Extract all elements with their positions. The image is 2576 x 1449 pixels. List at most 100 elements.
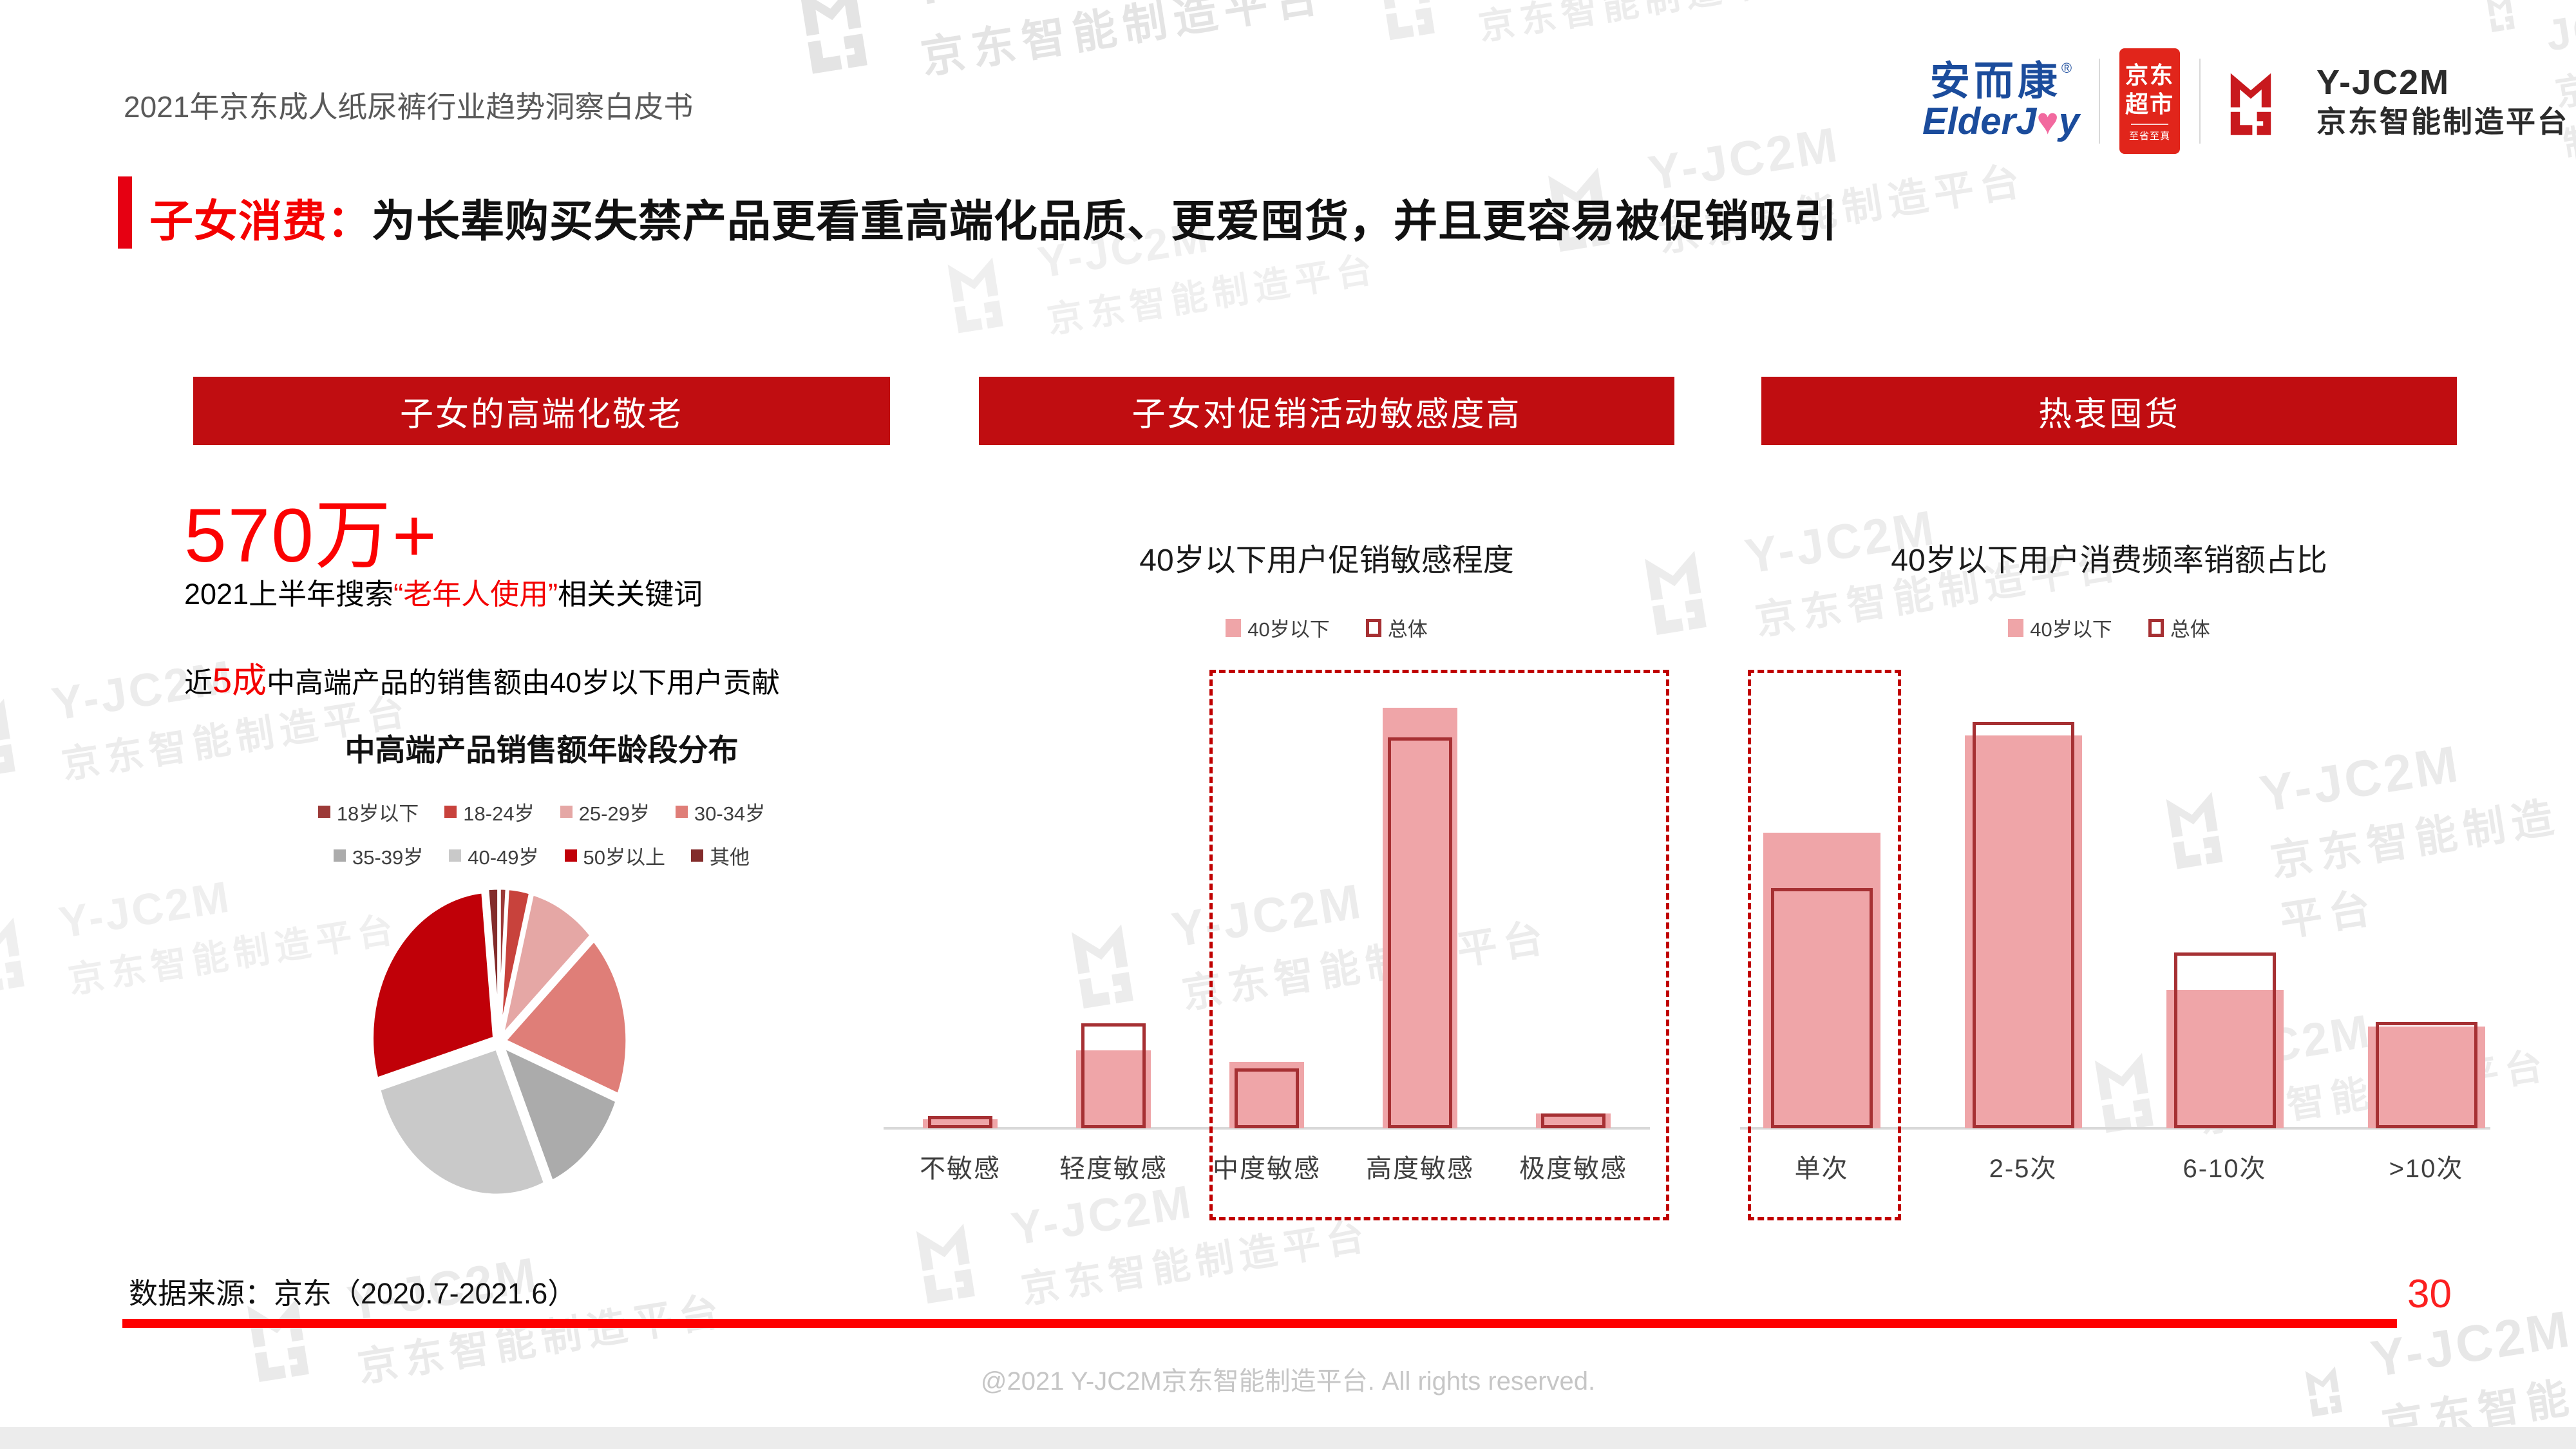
mid-bar-chart xyxy=(884,677,1650,1130)
data-source: 数据来源：京东（2020.7-2021.6） xyxy=(129,1277,577,1310)
share-highlight: 5成 xyxy=(213,661,267,700)
bar-fill-4 xyxy=(1536,1113,1611,1128)
right-chart-legend: 40岁以下 总体 xyxy=(1761,613,2457,642)
bar-group-4 xyxy=(1497,677,1650,1128)
pie-slice-3 xyxy=(502,937,629,1097)
jc2m-m-icon xyxy=(2166,791,2223,869)
pie-slice-1 xyxy=(498,886,533,1036)
jd-supermarket-logo: 京东 超市 至省至真 xyxy=(2119,48,2181,154)
x-label-3: 高度敏感 xyxy=(1366,1155,1474,1183)
pie-legend-item: 其他 xyxy=(691,841,750,870)
legend-item-under40: 40岁以下 xyxy=(1226,613,1330,642)
pie-slice-7 xyxy=(486,886,501,1036)
watermark-text: Y-JC2M京东智能制造平台 xyxy=(1475,0,1812,48)
bar-fill-1 xyxy=(1964,735,2082,1128)
bar-group-1 xyxy=(1922,703,2124,1128)
bar-group-2 xyxy=(2124,703,2325,1128)
logo-area: 安而康® ElderJ♥y 京东 超市 至省至真 Y-JC2M 京东智能制造平台 xyxy=(1922,46,2569,156)
jc2m-m-icon xyxy=(1548,167,1610,252)
bar-outline-3 xyxy=(2375,1022,2477,1128)
page-title-rest: 为长辈购买失禁产品更看重高端化品质、更爱囤货，并且更容易被促销吸引 xyxy=(372,197,1839,246)
right-chart-title: 40岁以下用户消费频率销额占比 xyxy=(1891,544,2327,578)
x-axis xyxy=(1740,1127,2490,1130)
legend-swatch-fill xyxy=(2008,618,2024,637)
elderjoy-logo: 安而康® ElderJ♥y xyxy=(1922,61,2079,142)
pie-chart xyxy=(370,886,629,1197)
pie-legend-item: 35-39岁 xyxy=(333,841,424,870)
x-label-1: 轻度敏感 xyxy=(1059,1155,1168,1183)
bar-group-3 xyxy=(1343,677,1497,1128)
jc2m-logo-text: Y-JC2M 京东智能制造平台 xyxy=(2316,63,2570,139)
banner-right: 热衷囤货 xyxy=(1761,377,2457,445)
legend-label: 总体 xyxy=(2170,618,2210,641)
legend-swatch xyxy=(333,849,346,862)
jc2m-watermark: Y-JC2M京东智能制造平台 xyxy=(782,0,1329,106)
share-description: 近5成中高端产品的销售额由40岁以下用户贡献 xyxy=(184,661,780,700)
pie-legend-row-2: 35-39岁 40-49岁 50岁以上 其他 xyxy=(193,841,890,870)
legend-swatch-fill xyxy=(1226,618,1242,637)
registered-mark: ® xyxy=(2061,60,2072,76)
bar-outline-0 xyxy=(1770,888,1873,1128)
legend-swatch xyxy=(560,806,573,818)
legend-swatch xyxy=(691,849,704,862)
pie-legend-item: 30-34岁 xyxy=(675,797,765,826)
jd-line2: 超市 xyxy=(2125,90,2175,117)
bar-fill-0 xyxy=(1763,833,1880,1128)
x-label-2: 中度敏感 xyxy=(1213,1155,1321,1183)
jc2m-m-icon xyxy=(2094,1052,2154,1133)
bar-fill-2 xyxy=(1229,1062,1304,1128)
pie-legend-item: 25-29岁 xyxy=(560,797,650,826)
legend-label: 40岁以下 xyxy=(1247,618,1330,641)
legend-label: 25-29岁 xyxy=(578,802,650,825)
jc2m-m-icon xyxy=(0,698,15,774)
watermark-text: Y-JC2M京东智能制造平台 xyxy=(905,0,1329,84)
jc2m-m-icon xyxy=(1645,551,1707,635)
legend-label: 40岁以下 xyxy=(2030,618,2112,641)
jc2m-m-icon xyxy=(916,1223,975,1304)
legend-label: 50岁以上 xyxy=(583,846,666,869)
jc2m-cn: 京东智能制造平台 xyxy=(2316,105,2570,139)
bar-outline-2 xyxy=(2174,952,2276,1128)
right-x-labels: 单次 2-5次 6-10次 >10次 xyxy=(1721,1148,2527,1185)
pie-slice-5 xyxy=(377,1046,547,1197)
legend-label: 40-49岁 xyxy=(468,846,539,869)
divider xyxy=(2199,59,2201,144)
pie-slice-4 xyxy=(500,1043,620,1184)
legend-swatch xyxy=(317,806,330,818)
stat-description: 2021上半年搜索“老年人使用”相关关键词 xyxy=(184,578,703,611)
pie-legend-item: 40-49岁 xyxy=(449,841,539,870)
page-title-highlight: 子女消费： xyxy=(149,197,372,246)
x-label-4: 极度敏感 xyxy=(1519,1155,1627,1183)
divider xyxy=(2131,123,2169,125)
bar-group-1 xyxy=(1037,677,1190,1128)
pie-legend-item: 18岁以下 xyxy=(317,797,419,826)
banner-middle: 子女对促销活动敏感度高 xyxy=(979,377,1674,445)
bar-group-3 xyxy=(2325,703,2527,1128)
jc2m-watermark: Y-JC2M京东智能制造平台 xyxy=(1365,0,1812,66)
bar-group-0 xyxy=(884,677,1037,1128)
copyright: @2021 Y-JC2M京东智能制造平台. All rights reserve… xyxy=(980,1367,1596,1396)
jd-tagline: 至省至真 xyxy=(2129,130,2171,142)
x-label-1: 2-5次 xyxy=(1989,1155,2058,1183)
legend-label: 35-39岁 xyxy=(352,846,424,869)
mid-chart-title: 40岁以下用户促销敏感程度 xyxy=(1139,544,1514,578)
bar-outline-2 xyxy=(1235,1068,1299,1128)
page-title: 子女消费：为长辈购买失禁产品更看重高端化品质、更爱囤货，并且更容易被促销吸引 xyxy=(149,185,1838,249)
jc2m-watermark: Y-JC2M京东智能制造平台 xyxy=(2080,978,2552,1160)
bar-outline-1 xyxy=(1081,1023,1146,1128)
legend-item-total: 总体 xyxy=(2148,613,2210,642)
x-label-2: 6-10次 xyxy=(2183,1155,2267,1183)
stat-number: 570万+ xyxy=(184,493,438,578)
legend-label: 18岁以下 xyxy=(336,802,419,825)
pie-chart-title: 中高端产品销售额年龄段分布 xyxy=(345,733,739,767)
